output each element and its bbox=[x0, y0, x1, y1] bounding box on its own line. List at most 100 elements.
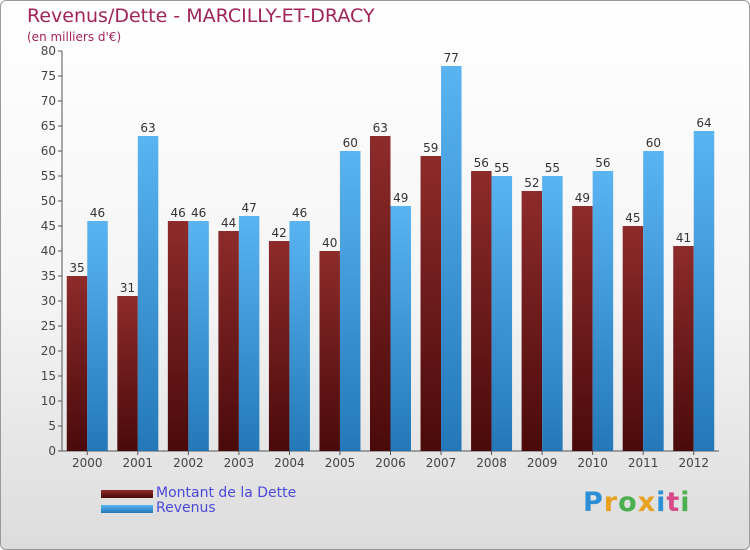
debt-value-label: 41 bbox=[676, 231, 691, 245]
revenue-bar bbox=[491, 176, 513, 451]
legend-label-debt: Montant de la Dette bbox=[156, 485, 297, 501]
legend-swatch-debt bbox=[101, 490, 153, 498]
revenue-value-label: 60 bbox=[646, 136, 661, 150]
y-tick-label: 75 bbox=[41, 69, 56, 83]
y-tick-label: 50 bbox=[41, 194, 56, 208]
y-tick-label: 80 bbox=[41, 44, 56, 58]
revenue-value-label: 63 bbox=[140, 121, 155, 135]
logo-letter: t bbox=[666, 487, 681, 518]
y-tick-label: 20 bbox=[41, 344, 56, 358]
debt-bar bbox=[117, 296, 138, 451]
debt-bar bbox=[319, 251, 340, 451]
x-tick-label: 2010 bbox=[577, 456, 608, 470]
revenue-bar bbox=[289, 221, 310, 451]
debt-value-label: 52 bbox=[524, 176, 539, 190]
debt-value-label: 63 bbox=[373, 121, 388, 135]
proxiti-logo: Proxiti bbox=[583, 487, 691, 518]
y-tick-label: 65 bbox=[41, 119, 56, 133]
debt-bar bbox=[572, 206, 593, 451]
logo-letter: i bbox=[680, 487, 691, 518]
debt-bar bbox=[218, 231, 239, 451]
revenue-bar bbox=[188, 221, 209, 451]
revenue-bar bbox=[238, 216, 260, 451]
y-tick-label: 40 bbox=[41, 244, 56, 258]
chart-subtitle: (en milliers d'€) bbox=[27, 30, 122, 44]
debt-bar bbox=[622, 226, 644, 451]
revenue-bar bbox=[542, 176, 563, 451]
x-tick-label: 2011 bbox=[628, 456, 659, 470]
revenue-value-label: 47 bbox=[241, 201, 256, 215]
y-tick-label: 15 bbox=[41, 369, 56, 383]
data-labels: 35 46 31 63 46 46 44 47 42 46 40 60 63 49 59 77 56 55 52 55… bbox=[69, 51, 711, 295]
y-tick-label: 45 bbox=[41, 219, 56, 233]
y-tick-label: 30 bbox=[41, 294, 56, 308]
y-tick-label: 25 bbox=[41, 319, 56, 333]
revenue-value-label: 46 bbox=[292, 206, 307, 220]
debt-value-label: 59 bbox=[423, 141, 438, 155]
x-tick-label: 2007 bbox=[426, 456, 457, 470]
legend-swatch-revenue bbox=[101, 505, 153, 513]
revenue-bar bbox=[137, 136, 159, 451]
x-tick-label: 2005 bbox=[325, 456, 356, 470]
debt-bar bbox=[521, 191, 543, 451]
logo-letter: r bbox=[603, 487, 619, 518]
revenue-value-label: 46 bbox=[191, 206, 206, 220]
debt-bar bbox=[167, 221, 189, 451]
debt-value-label: 45 bbox=[625, 211, 640, 225]
revenue-value-label: 60 bbox=[343, 136, 358, 150]
logo-letter: P bbox=[583, 487, 604, 518]
logo-letter: o bbox=[618, 487, 638, 518]
debt-value-label: 56 bbox=[474, 156, 489, 170]
debt-value-label: 40 bbox=[322, 236, 337, 250]
debt-value-label: 35 bbox=[69, 261, 84, 275]
revenue-value-label: 55 bbox=[545, 161, 560, 175]
revenue-bar bbox=[87, 221, 108, 451]
revenue-value-label: 64 bbox=[696, 116, 711, 130]
x-tick-label: 2009 bbox=[527, 456, 558, 470]
x-tick-label: 2006 bbox=[375, 456, 406, 470]
revenue-bar bbox=[441, 66, 462, 451]
y-tick-label: 55 bbox=[41, 169, 56, 183]
debt-value-label: 31 bbox=[120, 281, 135, 295]
debt-value-label: 49 bbox=[575, 191, 590, 205]
revenue-value-label: 77 bbox=[444, 51, 459, 65]
revenue-bar bbox=[339, 151, 361, 451]
x-tick-label: 2001 bbox=[123, 456, 154, 470]
debt-bar bbox=[370, 136, 391, 451]
x-tick-label: 2003 bbox=[224, 456, 255, 470]
revenue-value-label: 55 bbox=[494, 161, 509, 175]
debt-bar bbox=[420, 156, 442, 451]
debt-bar bbox=[66, 276, 88, 451]
x-tick-label: 2002 bbox=[173, 456, 204, 470]
y-tick-label: 10 bbox=[41, 394, 56, 408]
bars bbox=[66, 66, 715, 451]
chart-title: Revenus/Dette - MARCILLY-ET-DRACY bbox=[27, 5, 375, 27]
revenue-bar bbox=[592, 171, 614, 451]
y-tick-label: 35 bbox=[41, 269, 56, 283]
debt-bar bbox=[471, 171, 492, 451]
debt-bar bbox=[673, 246, 694, 451]
logo-letter: x bbox=[637, 487, 657, 518]
revenue-value-label: 56 bbox=[595, 156, 610, 170]
x-tick-label: 2012 bbox=[678, 456, 709, 470]
revenue-value-label: 46 bbox=[90, 206, 105, 220]
x-tick-label: 2000 bbox=[72, 456, 103, 470]
debt-value-label: 44 bbox=[221, 216, 236, 230]
x-tick-label: 2008 bbox=[476, 456, 507, 470]
revenue-bar bbox=[390, 206, 411, 451]
revenue-bar bbox=[693, 131, 715, 451]
y-tick-label: 0 bbox=[48, 444, 56, 458]
y-tick-label: 5 bbox=[48, 419, 56, 433]
y-tick-label: 60 bbox=[41, 144, 56, 158]
x-tick-label: 2004 bbox=[274, 456, 305, 470]
logo-letter: i bbox=[656, 487, 667, 518]
revenue-bar bbox=[643, 151, 664, 451]
legend-label-revenue: Revenus bbox=[156, 500, 216, 516]
y-tick-label: 70 bbox=[41, 94, 56, 108]
debt-value-label: 46 bbox=[170, 206, 185, 220]
debt-value-label: 42 bbox=[272, 226, 287, 240]
revenue-value-label: 49 bbox=[393, 191, 408, 205]
debt-bar bbox=[268, 241, 290, 451]
